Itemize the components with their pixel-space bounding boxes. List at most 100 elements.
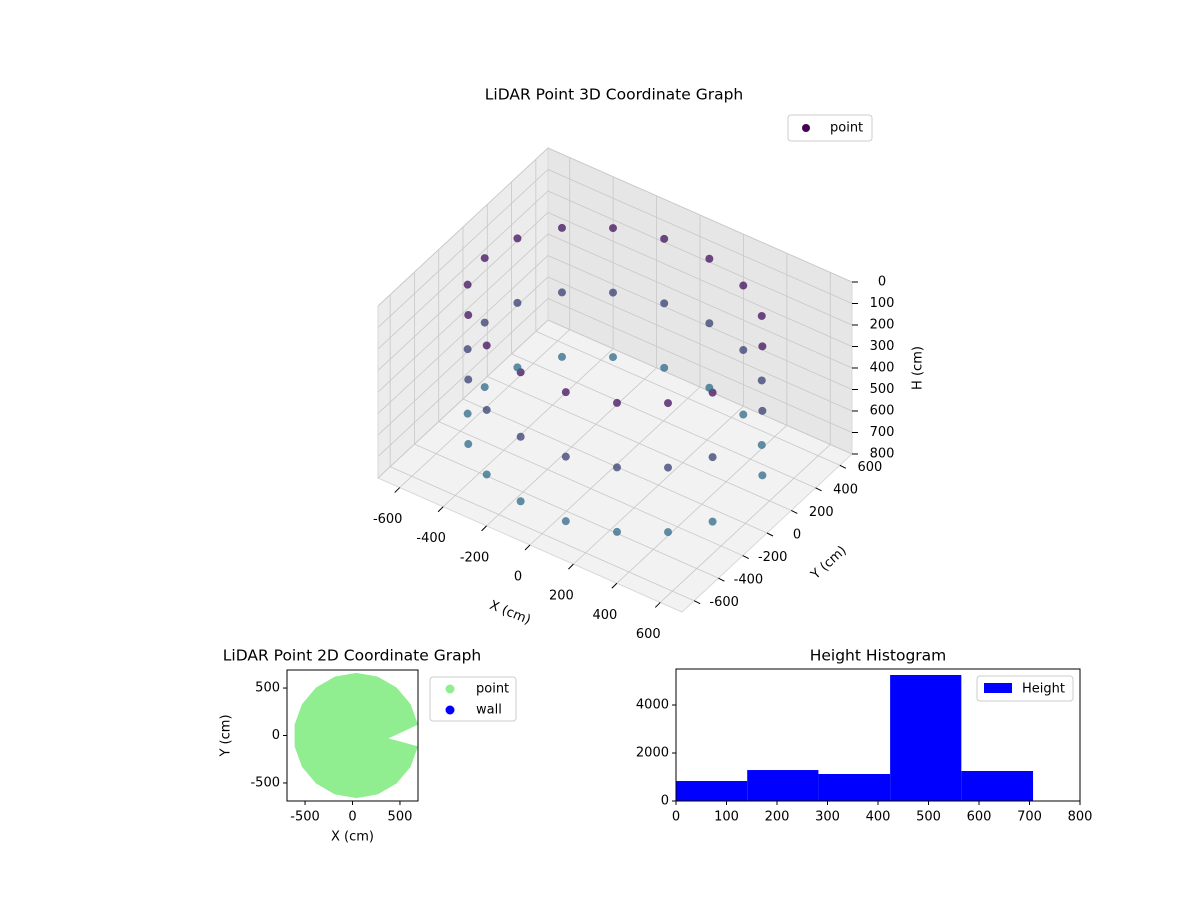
z-tick-label: 200 <box>870 318 895 333</box>
point <box>464 375 473 384</box>
x-tick-label: 200 <box>765 810 790 825</box>
point <box>513 234 522 243</box>
point <box>664 528 673 537</box>
grid-line <box>377 212 853 371</box>
z-tick-label: 300 <box>870 339 895 354</box>
y-tick <box>742 555 749 560</box>
y-tick-label: 400 <box>833 482 858 497</box>
legend-label: point <box>476 682 509 697</box>
legend-box <box>429 676 517 722</box>
point <box>739 281 748 290</box>
point <box>708 453 717 462</box>
x-tick <box>611 582 618 589</box>
point <box>660 299 669 308</box>
point <box>609 224 617 233</box>
grid-line <box>377 190 853 350</box>
point <box>557 352 566 361</box>
y-tick-label: -400 <box>734 573 764 588</box>
point <box>513 363 522 372</box>
z-tick-label: 0 <box>878 275 886 290</box>
y-tick-label: 2000 <box>636 746 669 761</box>
y-tick <box>791 509 798 514</box>
point <box>660 363 669 372</box>
point <box>705 254 714 263</box>
x-tick-label: 0 <box>348 810 356 825</box>
point <box>482 341 491 350</box>
legend-box <box>976 675 1074 702</box>
chart-title: Height Histogram <box>810 647 947 665</box>
y-tick-label: -500 <box>250 775 280 790</box>
x-tick-label: 600 <box>636 627 661 642</box>
legend-marker <box>802 124 810 132</box>
x-tick-label: 0 <box>672 810 680 825</box>
bar <box>747 770 819 801</box>
x-tick-label: 400 <box>866 810 891 825</box>
point <box>609 288 617 297</box>
bar <box>818 774 891 801</box>
y-tick-label: 0 <box>661 794 669 809</box>
point <box>609 353 617 362</box>
y-tick <box>718 577 725 582</box>
x-tick-label: 200 <box>549 589 574 604</box>
point <box>613 398 621 407</box>
point <box>705 383 714 392</box>
x-tick-label: 0 <box>514 570 522 585</box>
y-tick-label: 4000 <box>636 698 669 713</box>
x-tick-label: -200 <box>460 550 490 565</box>
x-tick-label: -600 <box>373 512 403 527</box>
y-tick-label: -200 <box>758 550 788 565</box>
point <box>739 410 748 419</box>
x-axis-label: X (cm) <box>331 830 374 845</box>
x-tick-label: 400 <box>592 608 617 623</box>
x-tick-label: -400 <box>416 531 446 546</box>
z-axis-label: H (cm) <box>911 346 926 390</box>
y-tick <box>693 600 701 605</box>
point <box>516 432 525 441</box>
point <box>463 280 472 289</box>
point <box>739 346 748 355</box>
point <box>561 452 570 461</box>
legend-label: Height <box>1022 682 1065 697</box>
y-tick <box>766 532 774 537</box>
legend-box <box>787 114 873 142</box>
point <box>758 342 767 351</box>
grid-line <box>377 255 853 414</box>
x-tick <box>654 602 661 608</box>
point <box>463 409 472 418</box>
point <box>613 463 621 472</box>
grid-line <box>377 276 853 436</box>
x-tick <box>481 525 487 532</box>
y-tick-label: 500 <box>255 681 280 696</box>
z-tick-label: 700 <box>870 425 895 440</box>
point <box>664 399 673 408</box>
y-tick <box>839 464 847 469</box>
point <box>464 440 473 449</box>
point <box>613 527 621 536</box>
x-tick-label: 300 <box>815 810 840 825</box>
point <box>708 517 717 526</box>
y-tick-label: 200 <box>809 505 834 520</box>
x-tick-label: 800 <box>1068 810 1093 825</box>
legend-label: point <box>830 121 863 136</box>
point <box>463 345 472 354</box>
point <box>660 234 669 243</box>
point <box>557 223 566 232</box>
grid-line <box>377 233 853 393</box>
x-tick <box>568 563 574 570</box>
x-tick-label: 600 <box>967 810 992 825</box>
point <box>482 470 491 479</box>
x-tick-label: 500 <box>388 810 413 825</box>
point <box>757 376 766 385</box>
grid-line <box>377 147 853 307</box>
z-tick-label: 800 <box>870 447 895 462</box>
point <box>758 471 767 480</box>
point <box>561 388 570 397</box>
point <box>758 406 767 415</box>
x-tick-label: 500 <box>916 810 941 825</box>
grid-line <box>377 169 853 328</box>
z-tick-label: 600 <box>870 404 895 419</box>
y-tick-label: -600 <box>709 595 739 610</box>
point <box>513 298 522 307</box>
z-tick-label: 400 <box>870 361 895 376</box>
